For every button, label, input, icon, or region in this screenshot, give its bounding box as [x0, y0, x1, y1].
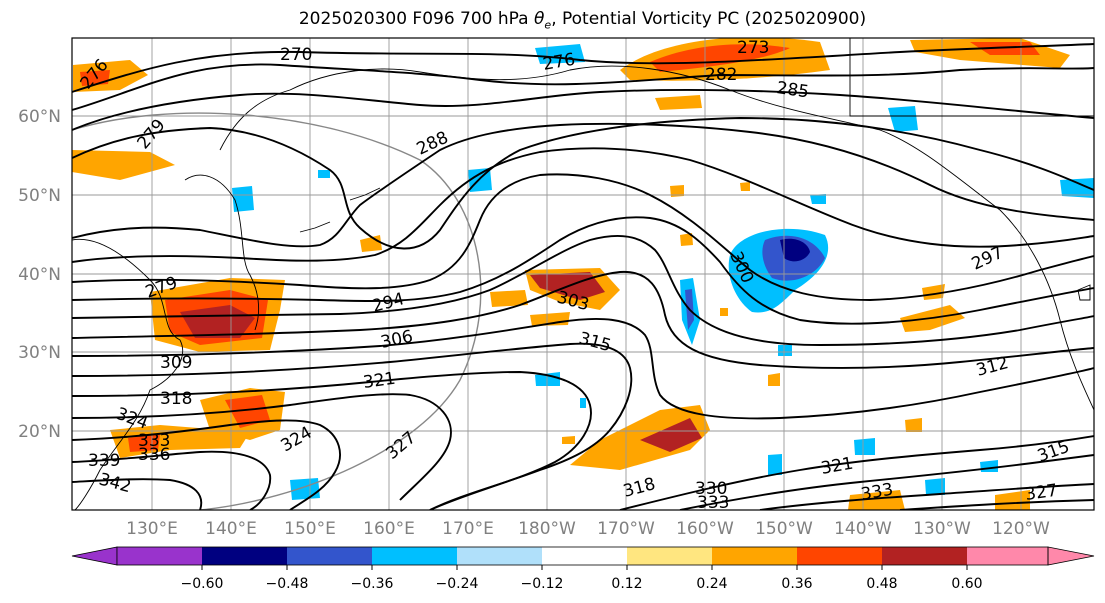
pv-positive-shading: [72, 38, 1070, 510]
latitude-labels: 60°N 50°N 40°N 30°N 20°N: [18, 107, 61, 442]
lon-label: 150°E: [284, 519, 336, 539]
colorbar-tick: −0.60: [181, 576, 224, 592]
contour-label-333-west: 333: [138, 431, 170, 451]
lon-label: 160°E: [363, 519, 415, 539]
contour-label-339: 339: [88, 451, 120, 471]
pv-negative-shading: [232, 44, 1094, 500]
contour-label-333: 333: [697, 493, 729, 513]
theta-e-contours: [72, 43, 1094, 510]
colorbar-bin: [627, 547, 712, 565]
colorbar-extend-high: [1047, 546, 1095, 566]
colorbar-tick: 0.24: [696, 576, 727, 592]
colorbar-frame: [116, 546, 1049, 566]
lon-label: 140°E: [205, 519, 257, 539]
lon-label: 170°E: [442, 519, 494, 539]
lon-label: 130°E: [126, 519, 178, 539]
lon-label: 140°W: [834, 519, 892, 539]
contour-label-285: 285: [775, 78, 810, 102]
lon-label: 130°W: [913, 519, 971, 539]
map-plot-area: 270 273 276 276 279 279 282 285 288 294 …: [72, 38, 1094, 513]
colorbar-bin: [287, 547, 372, 565]
contour-label-330: 330: [695, 479, 727, 499]
lon-label: 160°W: [676, 519, 734, 539]
colorbar-tick: −0.48: [266, 576, 309, 592]
colorbar-bin: [882, 547, 967, 565]
colorbar-bin: [542, 547, 627, 565]
colorbar-tick: 0.36: [781, 576, 812, 592]
colorbar-tick: 0.60: [951, 576, 982, 592]
lat-label: 60°N: [18, 107, 61, 127]
contour-label-270: 270: [280, 45, 312, 65]
colorbar-bin: [372, 547, 457, 565]
contour-label-309: 309: [160, 353, 192, 373]
lon-label: 150°W: [755, 519, 813, 539]
contour-label-321: 321: [362, 369, 397, 393]
lat-label: 30°N: [18, 343, 61, 363]
contour-label-273: 273: [737, 38, 769, 58]
contour-label-336: 336: [138, 445, 170, 465]
longitude-labels: 130°E 140°E 150°E 160°E 170°E 180°W 170°…: [126, 519, 1050, 539]
contour-label-327-east: 327: [1024, 481, 1059, 505]
colorbar-tick: −0.36: [351, 576, 394, 592]
contour-label-318: 318: [160, 389, 192, 409]
lat-label: 20°N: [18, 422, 61, 442]
colorbar-tick: −0.12: [521, 576, 564, 592]
colorbar-tick: 0.12: [611, 576, 642, 592]
colorbar-bin: [117, 547, 202, 565]
colorbar-bin: [202, 547, 287, 565]
colorbar-tick: −0.24: [436, 576, 479, 592]
colorbar-bin: [712, 547, 797, 565]
colorbar-bin: [457, 547, 542, 565]
chart-title: 2025020300 F096 700 hPa θe, Potential Vo…: [298, 9, 867, 32]
colorbar: −0.60 −0.48 −0.36 −0.24 −0.12 0.12 0.24 …: [71, 546, 1095, 592]
colorbar-bin: [797, 547, 882, 565]
plot-frame: [71, 37, 1095, 511]
colorbar-extend-low: [71, 546, 118, 566]
colorbar-bin: [967, 547, 1048, 565]
lat-label: 40°N: [18, 265, 61, 285]
lat-label: 50°N: [18, 186, 61, 206]
lon-label: 170°W: [597, 519, 655, 539]
lon-label: 120°W: [992, 519, 1050, 539]
colorbar-tick: 0.48: [866, 576, 897, 592]
domain-boundary-arc: [72, 112, 482, 510]
contour-label-282: 282: [705, 65, 737, 85]
lon-label: 180°W: [518, 519, 576, 539]
